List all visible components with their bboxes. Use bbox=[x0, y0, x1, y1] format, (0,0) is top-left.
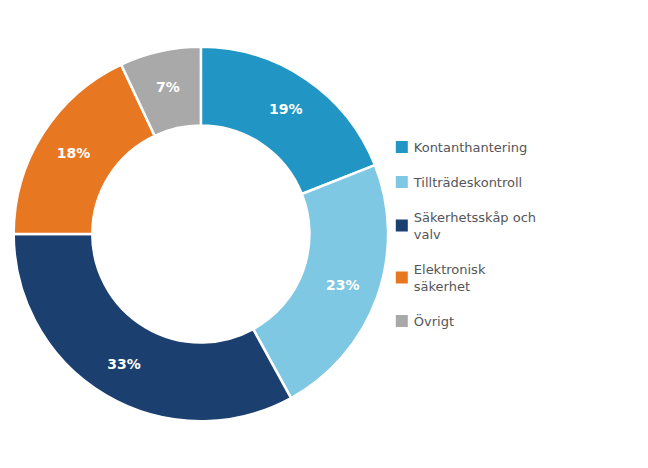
svg-text:Kontanthantering: Kontanthantering bbox=[414, 140, 527, 155]
svg-text:Övrigt: Övrigt bbox=[414, 313, 454, 329]
svg-text:18%: 18% bbox=[57, 145, 91, 161]
svg-text:Säkerhetsskåp och: Säkerhetsskåp och bbox=[414, 210, 536, 225]
svg-text:valv: valv bbox=[414, 227, 441, 242]
svg-text:23%: 23% bbox=[326, 277, 360, 293]
svg-text:33%: 33% bbox=[107, 356, 141, 372]
svg-text:19%: 19% bbox=[269, 101, 303, 117]
svg-text:Tillträdeskontroll: Tillträdeskontroll bbox=[413, 175, 522, 190]
svg-text:säkerhet: säkerhet bbox=[414, 279, 470, 294]
svg-text:7%: 7% bbox=[156, 79, 180, 95]
svg-text:Elektronisk: Elektronisk bbox=[414, 262, 486, 277]
